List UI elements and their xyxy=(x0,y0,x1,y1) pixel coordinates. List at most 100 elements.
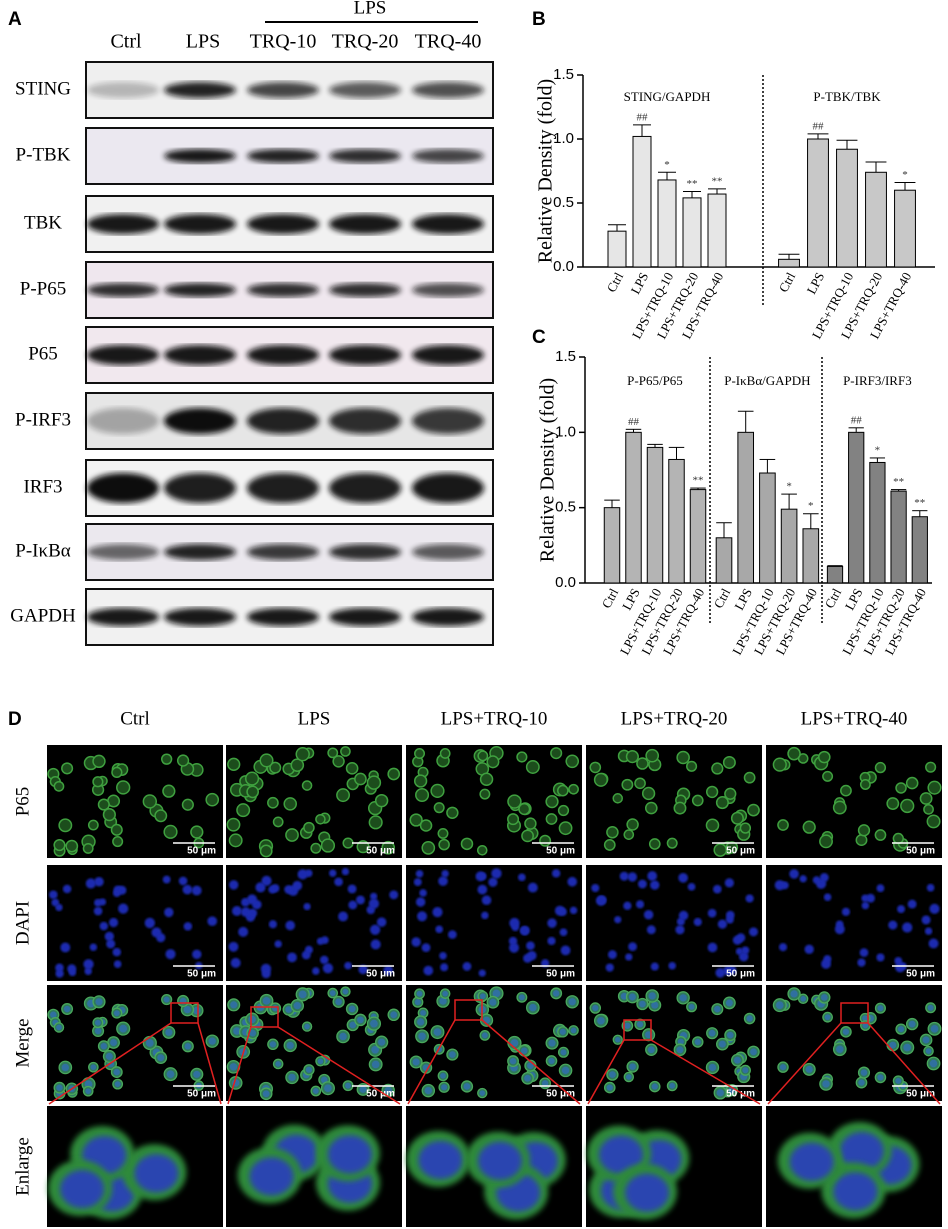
cell xyxy=(603,839,616,851)
cell xyxy=(82,842,94,854)
nucleus xyxy=(742,1067,749,1074)
cell xyxy=(518,802,531,816)
nucleus xyxy=(412,1058,420,1066)
nucleus xyxy=(93,906,103,916)
nucleus xyxy=(287,952,297,963)
scale-bar-label: 50 μm xyxy=(546,846,575,857)
nucleus xyxy=(862,1015,868,1022)
nucleus xyxy=(322,963,334,974)
nucleus xyxy=(860,1069,868,1076)
zoom-box xyxy=(170,1002,199,1024)
cell xyxy=(154,809,168,823)
nucleus xyxy=(316,937,325,945)
cell xyxy=(479,772,494,787)
nucleus xyxy=(348,1005,356,1013)
nucleus xyxy=(924,927,933,935)
nucleus xyxy=(60,1170,105,1209)
cell xyxy=(539,834,552,847)
nucleus xyxy=(614,916,622,924)
blot-band xyxy=(87,544,159,560)
nucleus xyxy=(347,884,357,894)
nucleus xyxy=(348,900,358,910)
bar xyxy=(836,148,858,268)
cell xyxy=(320,838,336,853)
blot-band xyxy=(164,544,236,560)
nucleus xyxy=(908,1020,916,1028)
cell xyxy=(892,832,904,845)
nucleus xyxy=(165,1028,173,1036)
nucleus xyxy=(527,1062,534,1069)
nucleus xyxy=(261,969,271,979)
nucleus xyxy=(418,1140,463,1179)
nucleus xyxy=(183,922,193,931)
nucleus xyxy=(894,956,903,965)
cell xyxy=(589,761,602,774)
nucleus xyxy=(477,1141,522,1180)
nucleus xyxy=(192,949,202,960)
nucleus xyxy=(304,945,313,954)
nucleus xyxy=(804,944,814,955)
significance-label: ** xyxy=(712,175,723,187)
blot-band xyxy=(412,408,484,434)
nucleus xyxy=(716,1089,724,1097)
micrograph xyxy=(766,745,942,858)
nucleus xyxy=(519,926,529,935)
cell xyxy=(366,775,382,790)
nucleus xyxy=(371,1060,380,1069)
nucleus xyxy=(335,998,342,1006)
column-header: LPS xyxy=(298,708,331,729)
nucleus xyxy=(108,917,119,928)
nucleus xyxy=(274,940,282,948)
cell xyxy=(557,804,570,817)
cell xyxy=(724,787,737,800)
micrograph xyxy=(226,865,402,981)
nucleus xyxy=(424,1086,432,1095)
cell xyxy=(711,762,724,775)
cell xyxy=(295,746,310,762)
nucleus xyxy=(877,1005,884,1012)
cell xyxy=(676,750,690,765)
blot-label: IRF3 xyxy=(23,476,62,497)
bar xyxy=(778,258,800,268)
nucleus xyxy=(100,1042,107,1050)
cell xyxy=(421,841,436,855)
cell xyxy=(226,817,241,832)
zoom-line xyxy=(48,1022,172,1105)
nucleus xyxy=(55,969,64,978)
cell xyxy=(558,821,573,836)
nucleus xyxy=(357,1016,364,1024)
nucleus xyxy=(715,967,726,978)
nucleus xyxy=(162,875,171,884)
blot-band xyxy=(329,283,401,297)
column-header: Ctrl xyxy=(120,708,150,729)
nucleus xyxy=(61,1063,70,1072)
cell xyxy=(227,757,241,771)
blot-label: P-IκBα xyxy=(15,540,70,561)
nucleus xyxy=(625,1173,670,1212)
x-tick-label: Ctrl xyxy=(604,269,627,294)
nucleus xyxy=(114,1081,121,1088)
cell xyxy=(228,833,243,848)
cell xyxy=(476,844,488,856)
nucleus xyxy=(675,925,685,935)
nucleus xyxy=(341,867,350,876)
cell xyxy=(705,818,720,833)
cell xyxy=(409,813,423,827)
bar xyxy=(890,490,907,584)
nucleus xyxy=(615,1037,621,1043)
bar xyxy=(911,516,928,584)
y-tick-label: 0.5 xyxy=(553,194,574,211)
zoom-line xyxy=(481,1019,581,1105)
nucleus xyxy=(334,877,343,887)
cell xyxy=(439,748,451,759)
nucleus xyxy=(104,931,115,942)
nucleus xyxy=(439,997,447,1005)
nucleus xyxy=(597,1016,605,1025)
nucleus xyxy=(841,907,851,916)
cell xyxy=(739,822,752,834)
x-tick-label: Ctrl xyxy=(711,585,734,610)
nucleus xyxy=(821,958,831,969)
nucleus xyxy=(570,1027,577,1034)
nucleus xyxy=(547,936,556,946)
cell xyxy=(923,803,934,815)
